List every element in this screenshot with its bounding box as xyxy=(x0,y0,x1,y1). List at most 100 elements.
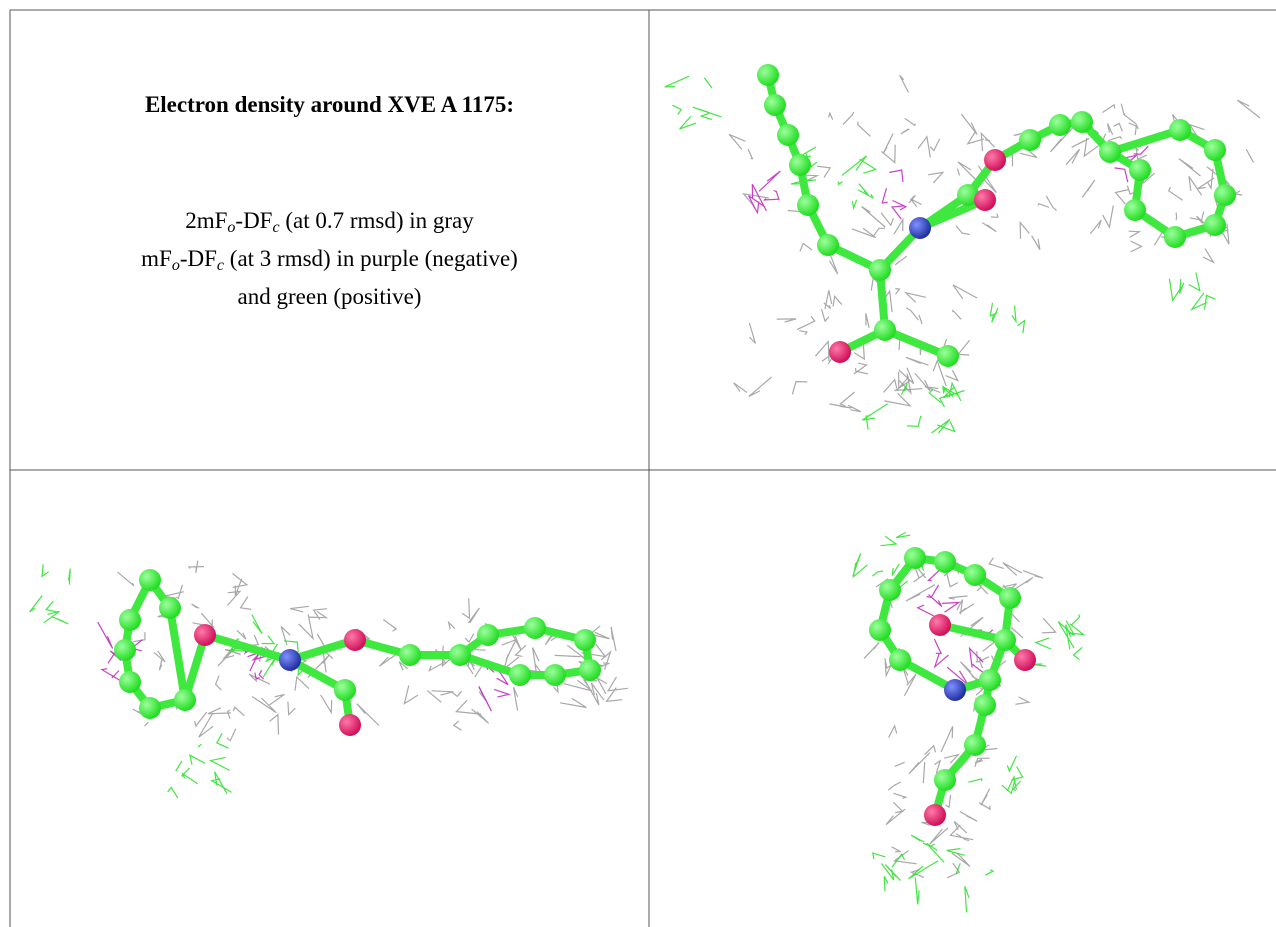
atom xyxy=(339,714,361,736)
atom xyxy=(477,624,499,646)
density-mesh xyxy=(748,170,781,215)
atom xyxy=(879,579,901,601)
caption-line: mFo-DFc (at 3 rmsd) in purple (negative) xyxy=(10,240,649,278)
atom xyxy=(957,184,979,206)
atom xyxy=(817,234,839,256)
atom xyxy=(159,597,181,619)
atom xyxy=(974,189,996,211)
atom xyxy=(764,94,786,116)
density-mesh xyxy=(242,598,490,735)
atom xyxy=(174,689,196,711)
atom xyxy=(934,551,956,573)
atom xyxy=(1071,111,1093,133)
atom xyxy=(874,319,896,341)
atom xyxy=(1169,119,1191,141)
atom xyxy=(964,564,986,586)
atom xyxy=(1214,184,1236,206)
bond xyxy=(936,621,1009,644)
atom xyxy=(777,124,799,146)
density-mesh xyxy=(872,834,995,913)
caption-line: 2mFo-DFc (at 0.7 rmsd) in gray xyxy=(10,202,649,240)
atom xyxy=(869,619,891,641)
atom xyxy=(944,679,966,701)
atom xyxy=(934,769,956,791)
title: Electron density around XVE A 1175: xyxy=(144,92,515,117)
atom xyxy=(579,659,601,681)
text: 2mF xyxy=(185,208,228,233)
atom xyxy=(1164,226,1186,248)
subscript: o xyxy=(171,257,180,274)
density-mesh xyxy=(881,169,908,220)
atom xyxy=(544,664,566,686)
atom xyxy=(1049,114,1071,136)
atom xyxy=(869,259,891,281)
density-mesh xyxy=(243,644,273,680)
atom xyxy=(344,629,366,651)
caption-line: and green (positive) xyxy=(237,284,422,309)
bond xyxy=(286,636,359,664)
subscript: c xyxy=(272,219,280,236)
atom xyxy=(1204,139,1226,161)
bond xyxy=(916,196,989,232)
atom xyxy=(1099,141,1121,163)
atom xyxy=(909,217,931,239)
text: -DF xyxy=(235,208,273,233)
atom xyxy=(974,694,996,716)
text: (at 0.7 rmsd) in gray xyxy=(279,208,474,233)
atom xyxy=(994,629,1016,651)
atom xyxy=(889,649,911,671)
atom xyxy=(1014,649,1036,671)
atom xyxy=(757,64,779,86)
atom xyxy=(399,644,421,666)
density-mesh xyxy=(478,664,511,712)
atom xyxy=(964,734,986,756)
atom xyxy=(829,341,851,363)
atom xyxy=(279,649,301,671)
density-mesh xyxy=(664,75,722,130)
density-mesh xyxy=(861,381,965,434)
bond xyxy=(1106,126,1184,156)
atom xyxy=(924,804,946,826)
bond xyxy=(181,631,209,704)
caption: 2mFo-DFc (at 0.7 rmsd) in gray mFo-DFc (… xyxy=(10,202,649,316)
density-mesh xyxy=(1168,272,1216,311)
atom xyxy=(999,587,1021,609)
bond xyxy=(881,326,952,360)
atom xyxy=(1129,159,1151,181)
density-mesh xyxy=(228,614,308,678)
atom xyxy=(114,639,136,661)
density-mesh xyxy=(968,755,1024,795)
density-mesh xyxy=(167,733,232,799)
text: (at 3 rmsd) in purple (negative) xyxy=(224,246,518,271)
atom xyxy=(139,569,161,591)
atom xyxy=(1124,199,1146,221)
subscript: o xyxy=(227,219,236,236)
bond xyxy=(166,604,189,704)
atom xyxy=(979,669,1001,691)
text: mF xyxy=(141,246,172,271)
atom xyxy=(139,697,161,719)
atom xyxy=(904,547,926,569)
atom xyxy=(929,614,951,636)
atom xyxy=(1019,129,1041,151)
atom xyxy=(449,644,471,666)
density-mesh xyxy=(989,302,1026,334)
atom xyxy=(194,624,216,646)
density-mesh xyxy=(1031,614,1086,667)
atom xyxy=(524,617,546,639)
atom xyxy=(797,194,819,216)
atom xyxy=(119,609,141,631)
density-mesh xyxy=(29,564,71,625)
text: -DF xyxy=(179,246,217,271)
atom xyxy=(574,629,596,651)
atom xyxy=(984,149,1006,171)
atom xyxy=(789,154,811,176)
atom xyxy=(334,679,356,701)
atom xyxy=(509,664,531,686)
subscript: c xyxy=(216,257,225,274)
density-mesh xyxy=(916,565,961,617)
bond xyxy=(201,631,294,664)
atom xyxy=(119,671,141,693)
